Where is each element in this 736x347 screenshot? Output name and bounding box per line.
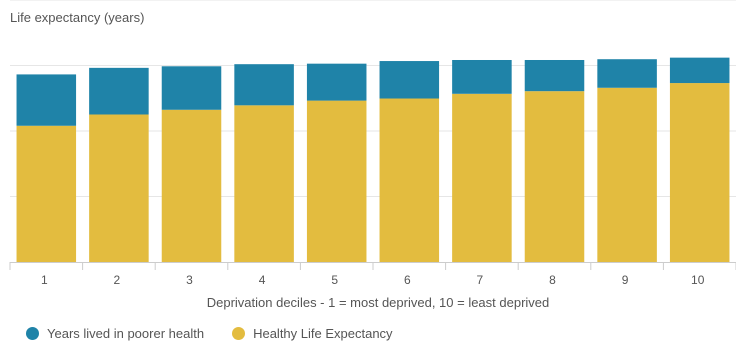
bar-poorer-8 bbox=[524, 59, 585, 92]
bar-poorer-10 bbox=[669, 57, 730, 84]
bar-healthy-8 bbox=[524, 91, 585, 263]
bar-healthy-1 bbox=[16, 125, 77, 262]
x-axis: 1 2 3 4 5 6 7 8 9 10 bbox=[9, 262, 736, 287]
legend-swatch bbox=[232, 327, 246, 340]
bar-healthy-6 bbox=[379, 98, 440, 263]
x-tick-label-5: 5 bbox=[331, 273, 338, 287]
x-axis-label: Deprivation deciles - 1 = most deprived,… bbox=[207, 295, 550, 310]
bar-healthy-10 bbox=[669, 83, 730, 262]
bar-healthy-4 bbox=[234, 105, 294, 262]
bar-poorer-7 bbox=[452, 59, 512, 94]
x-tick-label-10: 10 bbox=[691, 273, 705, 287]
legend: Years lived in poorer health Healthy Life… bbox=[26, 326, 421, 341]
y-axis-label: Life expectancy (years) bbox=[10, 10, 144, 25]
bar-poorer-4 bbox=[234, 64, 294, 106]
legend-swatch bbox=[26, 327, 39, 340]
bar-poorer-6 bbox=[379, 61, 440, 99]
bars bbox=[16, 57, 730, 263]
legend-label: Healthy Life Expectancy bbox=[253, 326, 393, 341]
bar-healthy-9 bbox=[597, 87, 657, 263]
legend-item: Healthy Life Expectancy bbox=[232, 326, 393, 341]
bar-poorer-1 bbox=[16, 74, 77, 126]
bar-poorer-3 bbox=[161, 66, 222, 110]
bar-healthy-3 bbox=[161, 109, 222, 262]
x-tick-label-2: 2 bbox=[114, 273, 121, 287]
legend-label: Years lived in poorer health bbox=[47, 326, 205, 341]
x-tick-label-6: 6 bbox=[404, 273, 411, 287]
bar-poorer-9 bbox=[597, 59, 657, 88]
bar-healthy-7 bbox=[452, 93, 512, 263]
x-tick-label-3: 3 bbox=[186, 273, 193, 287]
bar-healthy-2 bbox=[89, 114, 149, 262]
legend-item: Years lived in poorer health bbox=[26, 326, 204, 341]
x-tick-label-7: 7 bbox=[477, 273, 484, 287]
x-tick-label-1: 1 bbox=[41, 273, 48, 287]
x-tick-label-9: 9 bbox=[622, 273, 629, 287]
bar-healthy-5 bbox=[306, 100, 367, 262]
bar-poorer-5 bbox=[306, 63, 367, 101]
bar-poorer-2 bbox=[89, 67, 149, 115]
x-tick-label-8: 8 bbox=[549, 273, 556, 287]
x-tick-label-4: 4 bbox=[259, 273, 266, 287]
